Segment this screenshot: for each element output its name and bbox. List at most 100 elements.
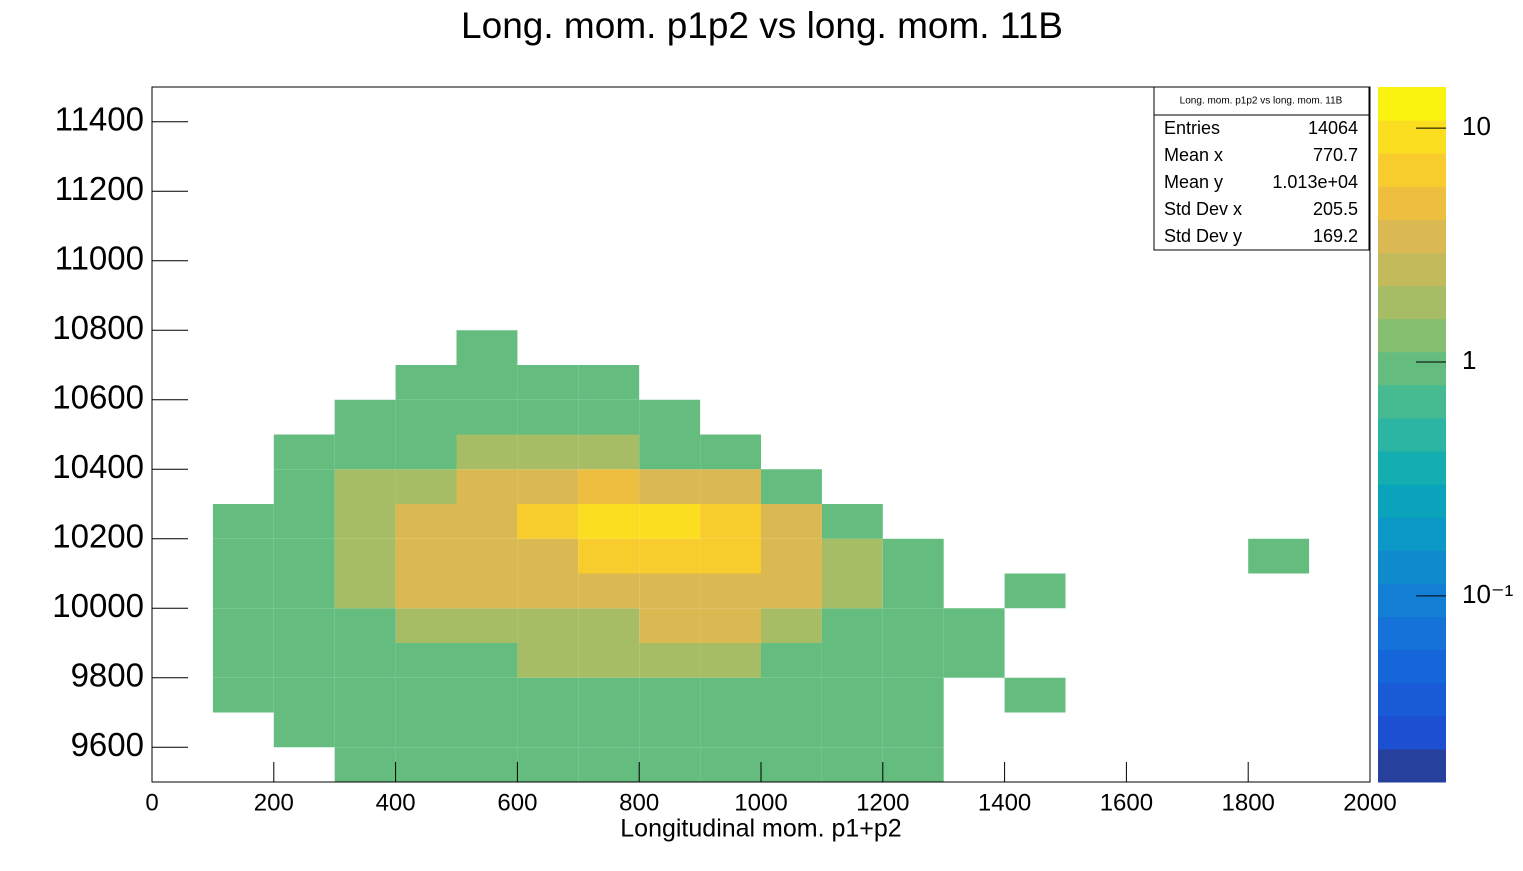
cell [456, 504, 518, 539]
y-tick-label: 11000 [55, 239, 144, 276]
x-tick-label: 1000 [734, 789, 787, 816]
cell [395, 399, 457, 435]
cell [821, 538, 883, 574]
cell [517, 399, 579, 435]
cell [273, 504, 335, 539]
cell [334, 747, 396, 782]
stats-label: Std Dev x [1164, 199, 1242, 219]
stats-label: Entries [1164, 118, 1220, 138]
stats-value: 770.7 [1313, 145, 1358, 165]
cell [334, 643, 396, 678]
y-tick-label: 10400 [52, 448, 144, 485]
stats-label: Mean x [1164, 145, 1223, 165]
cell [761, 747, 822, 782]
cell [517, 434, 579, 470]
cell [578, 643, 640, 678]
cell [821, 712, 883, 748]
cell [334, 712, 396, 748]
cell [821, 573, 883, 609]
x-tick-label: 800 [619, 789, 659, 816]
cell [761, 469, 822, 504]
colorbar-band [1378, 120, 1446, 154]
cell [273, 434, 335, 470]
cell [456, 608, 518, 643]
cell [821, 643, 883, 678]
cell [639, 608, 701, 643]
cell [882, 747, 944, 782]
colorbar-band [1378, 384, 1446, 419]
cell [639, 643, 701, 678]
cell [395, 573, 457, 609]
x-tick-label: 1800 [1222, 789, 1275, 816]
colorbar-band [1378, 682, 1446, 717]
y-tick-label: 10000 [52, 587, 144, 624]
cell [456, 643, 518, 678]
x-tick-label: 0 [145, 789, 158, 816]
cell [821, 504, 883, 539]
cell [334, 434, 396, 470]
cell [334, 469, 396, 504]
stats-frame [1153, 86, 1370, 251]
cell [273, 643, 335, 678]
cell [578, 608, 640, 643]
cell [395, 677, 457, 713]
cell [517, 365, 579, 400]
cell [578, 712, 640, 748]
cell [212, 643, 274, 678]
cell [639, 747, 701, 782]
cell [334, 677, 396, 713]
cell [395, 608, 457, 643]
cell [639, 469, 701, 504]
cell [395, 712, 457, 748]
colorbar-band [1378, 417, 1446, 452]
cell [212, 504, 274, 539]
stats-title: Long. mom. p1p2 vs long. mom. 11B [1180, 96, 1343, 107]
cell [882, 608, 944, 643]
cell [456, 434, 518, 470]
colorbar-band [1378, 616, 1446, 651]
y-tick-label: 10800 [52, 309, 144, 346]
colorbar-band [1378, 550, 1446, 584]
cell [395, 504, 457, 539]
cell [395, 747, 457, 782]
cell [212, 573, 274, 609]
cell [1248, 538, 1310, 574]
cell [639, 434, 701, 470]
colorbar-band [1378, 285, 1446, 320]
cell [517, 608, 579, 643]
cell [456, 330, 518, 365]
colorbar-band [1378, 252, 1446, 287]
cell [578, 434, 640, 470]
y-tick-label: 10600 [52, 378, 144, 415]
cell [700, 643, 761, 678]
stats-value: 169.2 [1313, 226, 1358, 246]
cell [517, 538, 579, 574]
x-tick-label: 1400 [978, 789, 1031, 816]
cell [395, 538, 457, 574]
cell [882, 712, 944, 748]
colorbar-band [1378, 649, 1446, 684]
cell [761, 677, 822, 713]
cell [517, 643, 579, 678]
stats-label: Mean y [1164, 172, 1223, 192]
cell [700, 747, 761, 782]
y-tick-label: 11200 [55, 170, 144, 207]
cell [517, 504, 579, 539]
cell [578, 399, 640, 435]
colorbar-band [1378, 153, 1446, 187]
cell [517, 469, 579, 504]
cell [456, 469, 518, 504]
cell [334, 608, 396, 643]
cell [700, 677, 761, 713]
colorbar-band [1378, 715, 1446, 750]
colorbar-band [1378, 484, 1446, 518]
cell [456, 747, 518, 782]
stats-value: 205.5 [1313, 199, 1358, 219]
cell [456, 712, 518, 748]
cell [882, 643, 944, 678]
cell [578, 504, 640, 539]
colorbar-band [1378, 748, 1446, 783]
cell [578, 469, 640, 504]
cell [456, 677, 518, 713]
